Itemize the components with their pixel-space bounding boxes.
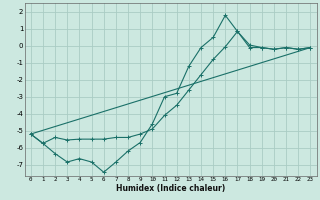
X-axis label: Humidex (Indice chaleur): Humidex (Indice chaleur)	[116, 184, 225, 193]
